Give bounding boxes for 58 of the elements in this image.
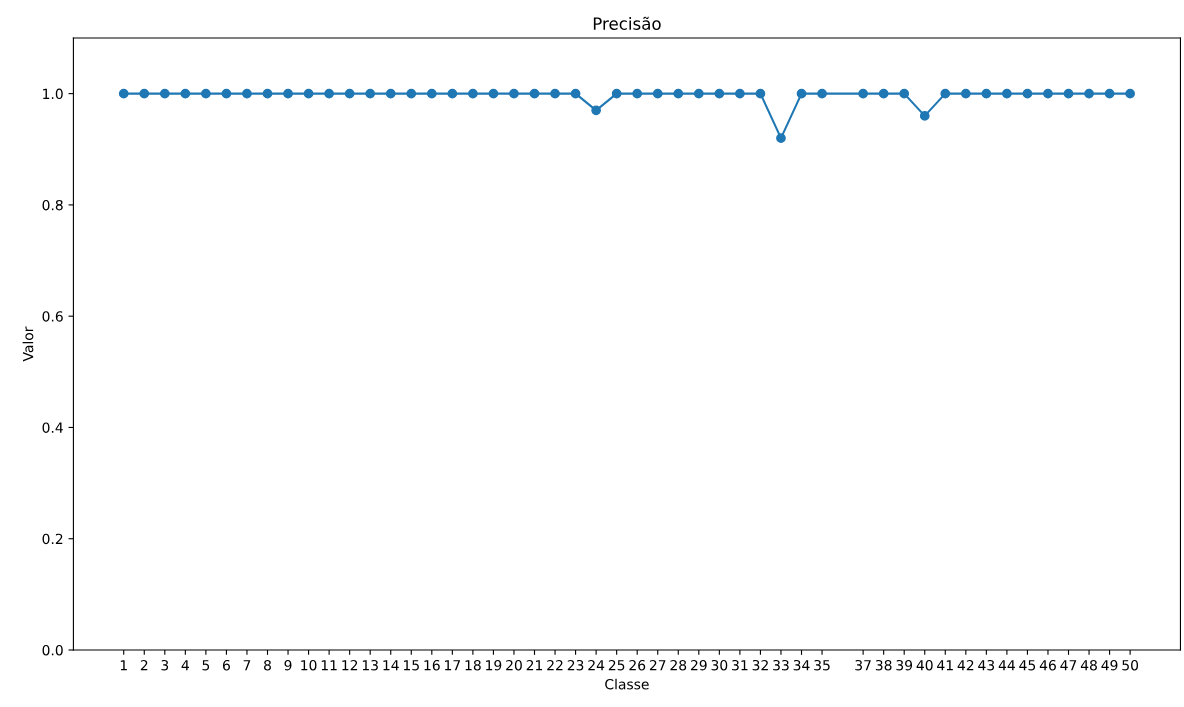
x-tick-label: 3 bbox=[161, 659, 169, 671]
x-tick-label: 35 bbox=[814, 659, 830, 671]
x-tick-label: 2 bbox=[140, 659, 148, 671]
x-tick-label: 7 bbox=[243, 660, 251, 671]
x-tick-label: 29 bbox=[690, 659, 707, 671]
x-tick-label: 25 bbox=[608, 659, 625, 671]
x-tick-label: 8 bbox=[264, 659, 271, 671]
x-tick-label: 19 bbox=[486, 659, 502, 671]
x-tick-label: 5 bbox=[202, 660, 210, 671]
x-tick-label: 23 bbox=[567, 659, 584, 671]
x-tick-label: 6 bbox=[222, 659, 230, 671]
x-tick-label: 37 bbox=[855, 659, 871, 671]
y-tick-label: 0.0 bbox=[42, 644, 63, 656]
x-tick-label: 28 bbox=[670, 659, 687, 671]
x-tick-label: 11 bbox=[321, 660, 337, 671]
x-tick-label: 18 bbox=[465, 659, 481, 671]
x-tick-label: 12 bbox=[342, 659, 358, 671]
x-tick-label: 46 bbox=[1039, 659, 1056, 671]
x-tick-label: 14 bbox=[383, 660, 399, 671]
x-tick-label: 47 bbox=[1060, 660, 1077, 671]
x-tick-label: 31 bbox=[732, 659, 748, 671]
x-tick-label: 10 bbox=[301, 659, 317, 671]
x-tick-label: 4 bbox=[181, 660, 189, 671]
x-tick-label: 40 bbox=[916, 659, 933, 671]
x-tick-label: 16 bbox=[424, 659, 440, 671]
x-tick-label: 20 bbox=[506, 659, 522, 671]
x-tick-label: 17 bbox=[445, 660, 460, 671]
x-tick-label: 26 bbox=[629, 659, 646, 671]
x-tick-label: 27 bbox=[649, 659, 666, 671]
y-tick-label: 0.2 bbox=[42, 533, 63, 545]
x-axis-title: Classe bbox=[605, 678, 649, 690]
x-tick-label: 24 bbox=[588, 659, 605, 671]
x-tick-label: 15 bbox=[403, 660, 419, 671]
x-tick-label: 49 bbox=[1101, 659, 1118, 671]
x-tick-label: 34 bbox=[793, 659, 810, 671]
x-tick-label: 44 bbox=[998, 660, 1015, 671]
y-axis-title: Valor bbox=[22, 326, 34, 362]
x-tick-label: 33 bbox=[773, 659, 789, 671]
x-tick-label: 38 bbox=[875, 659, 892, 671]
x-tick-label: 21 bbox=[526, 659, 543, 671]
x-tick-label: 13 bbox=[362, 659, 378, 671]
x-tick-label: 43 bbox=[978, 659, 995, 671]
x-tick-label: 48 bbox=[1080, 659, 1097, 671]
y-tick-label: 0.4 bbox=[42, 422, 63, 433]
x-tick-label: 39 bbox=[896, 659, 913, 671]
x-tick-label: 45 bbox=[1019, 660, 1036, 671]
x-tick-label: 22 bbox=[547, 659, 563, 671]
x-tick-label: 1 bbox=[120, 660, 127, 671]
x-tick-label: 30 bbox=[711, 659, 728, 671]
x-tick-label: 41 bbox=[937, 660, 953, 671]
x-tick-label: 32 bbox=[752, 659, 768, 671]
y-tick-label: 1.0 bbox=[43, 88, 63, 100]
x-tick-label: 50 bbox=[1122, 659, 1139, 671]
chart-title: Precisão bbox=[593, 16, 661, 30]
y-tick-label: 0.6 bbox=[42, 311, 63, 322]
x-tick-label: 9 bbox=[284, 659, 292, 671]
y-tick-label: 0.8 bbox=[42, 199, 63, 211]
x-tick-label: 42 bbox=[957, 659, 974, 671]
